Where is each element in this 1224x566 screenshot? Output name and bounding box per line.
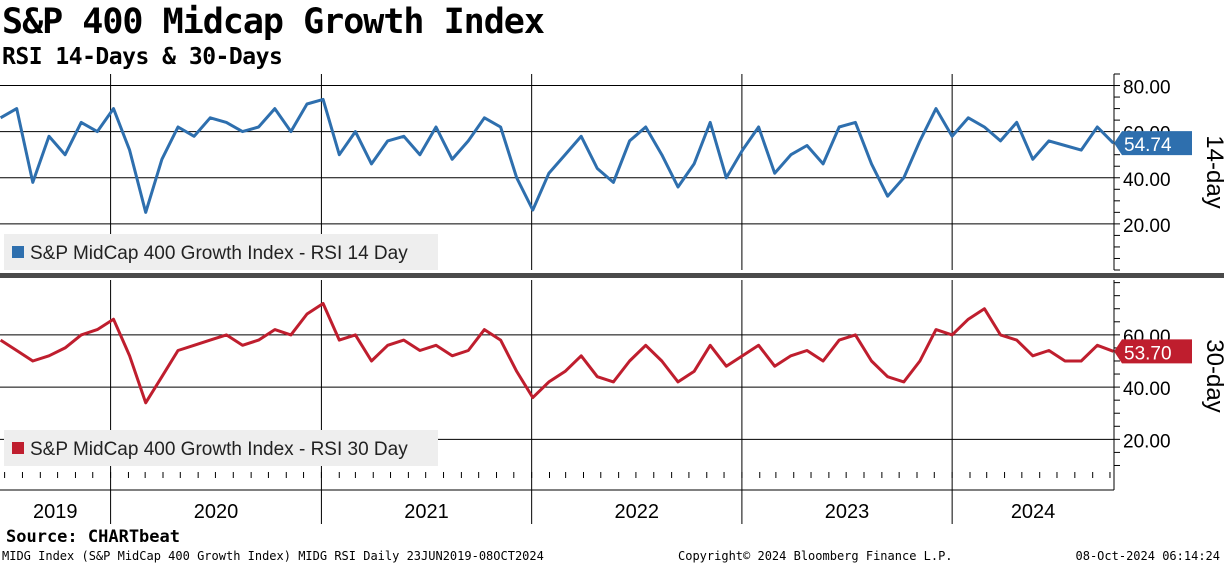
y-tick-label: 20.00 xyxy=(1123,216,1171,237)
panel-label: 30-day xyxy=(1201,339,1224,412)
x-tick-label: 2022 xyxy=(615,501,660,523)
last-value-tag xyxy=(1114,131,1192,156)
footer-copyright: Copyright© 2024 Bloomberg Finance L.P. xyxy=(678,549,953,563)
legend-label: S&P MidCap 400 Growth Index - RSI 14 Day xyxy=(30,243,408,264)
footer-ticker-info: MIDG Index (S&P MidCap 400 Growth Index)… xyxy=(2,549,544,563)
series-line xyxy=(0,302,1114,405)
chart-title: S&P 400 Midcap Growth Index xyxy=(2,2,545,42)
chart-subtitle: RSI 14-Days & 30-Days xyxy=(2,44,283,70)
legend-label: S&P MidCap 400 Growth Index - RSI 30 Day xyxy=(30,439,408,460)
y-tick-label: 40.00 xyxy=(1123,170,1171,191)
panel-label: 14-day xyxy=(1201,135,1224,208)
last-value-label: 54.74 xyxy=(1124,135,1172,156)
legend-box xyxy=(4,430,438,466)
source-note: Source: CHARTbeat xyxy=(6,527,180,547)
y-tick-label: 80.00 xyxy=(1123,78,1171,99)
footer-timestamp: 08-Oct-2024 06:14:24 xyxy=(1075,549,1221,563)
x-tick-label: 2020 xyxy=(194,501,239,523)
legend-swatch xyxy=(12,442,24,454)
last-value-label: 53.70 xyxy=(1124,343,1172,364)
panel-separator xyxy=(0,273,1224,278)
x-tick-label: 2019 xyxy=(33,501,78,523)
legend-box xyxy=(4,234,438,270)
legend-swatch xyxy=(12,246,24,258)
last-value-tag xyxy=(1114,339,1192,364)
series-line xyxy=(0,97,1115,214)
y-tick-label: 20.00 xyxy=(1123,431,1171,452)
x-tick-label: 2021 xyxy=(404,501,449,523)
x-tick-label: 2024 xyxy=(1011,501,1056,523)
y-tick-label: 40.00 xyxy=(1123,379,1171,400)
x-tick-label: 2023 xyxy=(825,501,870,523)
